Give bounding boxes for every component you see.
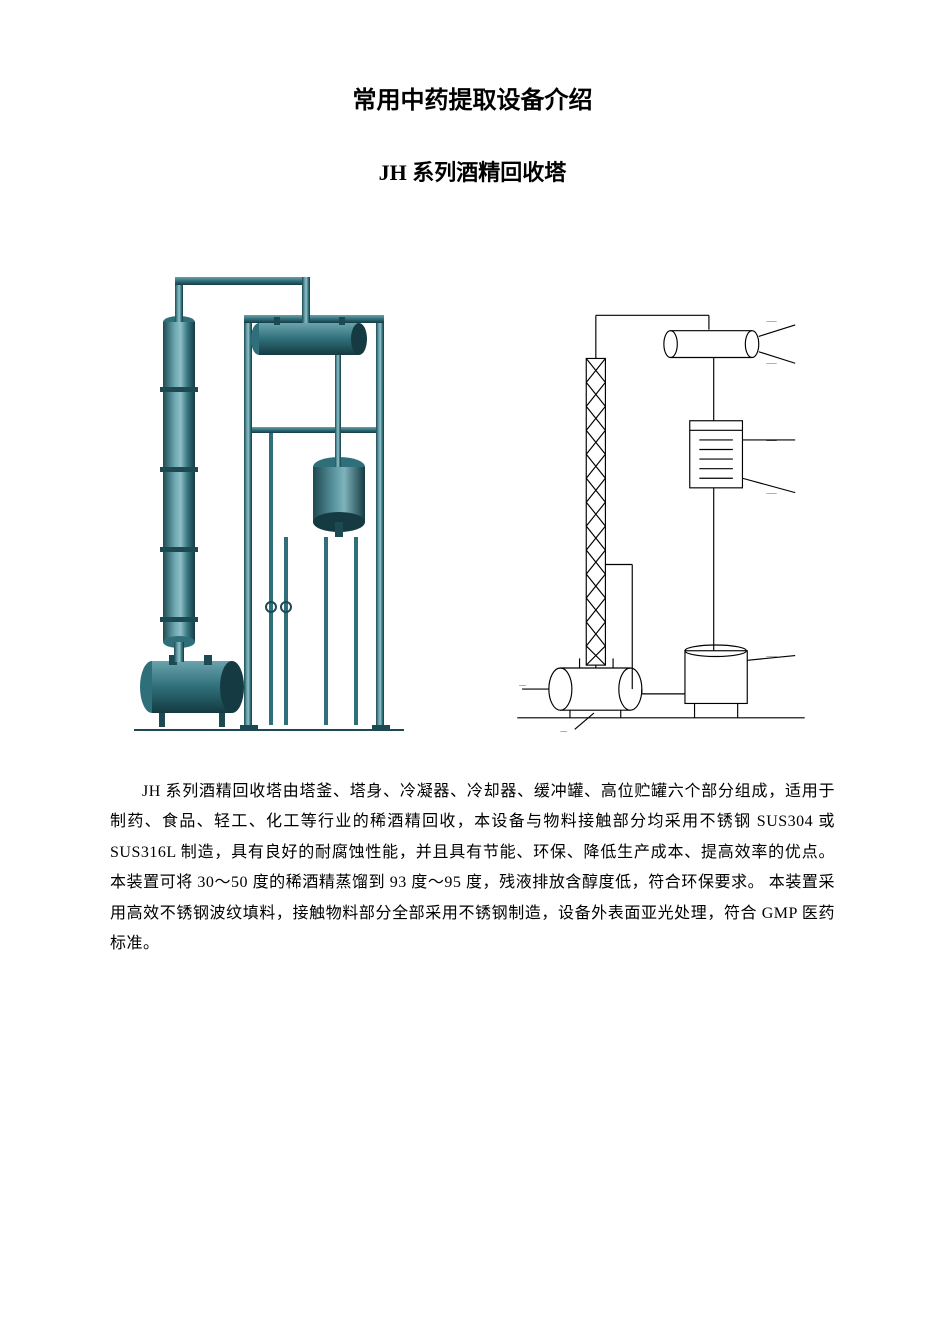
section-title-rest: 系列酒精回收塔 xyxy=(407,160,567,185)
svg-text:───: ─── xyxy=(765,654,777,659)
section-title-prefix: JH xyxy=(379,160,407,185)
svg-text:───: ─── xyxy=(765,492,777,497)
body-paragraph: JH 系列酒精回收塔由塔釜、塔身、冷凝器、冷却器、缓冲罐、高位贮罐六个部分组成，… xyxy=(110,777,835,959)
svg-text:──: ── xyxy=(559,730,567,735)
equipment-photo xyxy=(110,257,458,737)
section-title: JH 系列酒精回收塔 xyxy=(110,155,835,187)
svg-text:───: ─── xyxy=(765,362,777,367)
svg-text:───: ─── xyxy=(765,439,777,444)
svg-text:──: ── xyxy=(518,684,526,689)
page-title: 常用中药提取设备介绍 xyxy=(110,80,835,115)
svg-text:───: ─── xyxy=(765,320,777,325)
equipment-schematic: ─── ─── ─── ─── ─── ── ── xyxy=(487,277,835,737)
figures-row: ─── ─── ─── ─── ─── ── ── xyxy=(110,237,835,737)
